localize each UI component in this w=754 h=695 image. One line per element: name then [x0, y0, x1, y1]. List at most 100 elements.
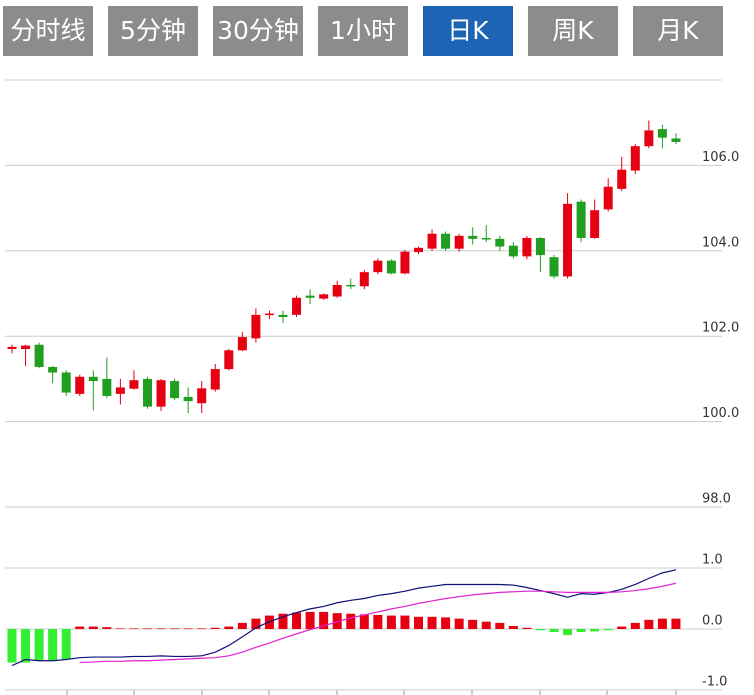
y-tick-label: 106.0: [702, 150, 739, 165]
candle-body: [630, 146, 640, 171]
macd-bar: [278, 613, 288, 629]
candle-body: [34, 344, 44, 367]
macd-bar: [576, 629, 586, 633]
macd-bar: [237, 622, 247, 629]
macd-bar: [522, 627, 532, 629]
candle-body: [48, 366, 58, 373]
macd-bar: [590, 629, 600, 632]
candle-body: [617, 169, 627, 189]
macd-bar: [102, 627, 112, 629]
macd-bar: [88, 626, 98, 629]
macd-bar: [671, 618, 681, 629]
y-tick-label: 104.0: [702, 235, 739, 250]
candle-body: [441, 233, 451, 249]
candle-body: [359, 272, 369, 287]
macd-bar: [129, 628, 139, 629]
candle-body: [427, 233, 437, 249]
macd-bar: [210, 627, 220, 629]
candle-body: [88, 376, 98, 382]
period-tab[interactable]: 周K: [528, 6, 618, 56]
candle-body: [210, 369, 220, 390]
candle-body: [414, 247, 423, 253]
y-tick-label: 102.0: [702, 321, 739, 336]
candle-body: [224, 350, 234, 370]
macd-bar: [563, 629, 573, 636]
macd-bar: [34, 629, 44, 661]
macd-bar: [400, 615, 410, 629]
x-axis-ticks: [66, 690, 677, 695]
macd-bar: [657, 618, 667, 629]
y-tick-label: -1.0: [702, 675, 727, 690]
candle-body: [197, 388, 207, 404]
period-tab[interactable]: 30分钟: [213, 6, 303, 56]
candle-body: [319, 294, 329, 299]
period-tab[interactable]: 5分钟: [108, 6, 198, 56]
macd-bar: [427, 616, 437, 629]
candle-body: [7, 346, 17, 350]
candle-body: [305, 295, 315, 298]
macd-bar: [495, 622, 505, 629]
candle-body: [115, 387, 125, 394]
macd-bar: [386, 615, 396, 629]
candle-body: [563, 203, 573, 277]
macd-bar: [373, 614, 383, 629]
period-tab[interactable]: 日K: [423, 6, 513, 56]
candle-body: [468, 235, 478, 239]
candle-body: [332, 284, 342, 297]
candle-body: [143, 378, 152, 407]
y-tick-label: 0.0: [702, 614, 723, 629]
candle-body: [156, 380, 166, 407]
candle-body: [603, 186, 613, 210]
y-tick-label: 100.0: [702, 406, 739, 421]
candle-body: [481, 237, 491, 240]
macd-bar: [359, 614, 369, 629]
macd-bar: [346, 613, 356, 629]
period-tab[interactable]: 分时线: [3, 6, 93, 56]
period-tabs: 分时线 5分钟 30分钟 1小时 日K 周K 月K: [0, 0, 754, 60]
candle-body: [495, 238, 505, 247]
candle-body: [237, 337, 247, 351]
candle-body: [576, 201, 586, 238]
macd-bar: [481, 621, 491, 629]
candle-body: [590, 210, 600, 238]
macd-bar: [197, 628, 207, 629]
candle-body: [75, 376, 85, 394]
candle-body: [671, 138, 681, 142]
macd-bar: [319, 611, 329, 629]
y-tick-label: 98.0: [702, 492, 731, 507]
macd-bar: [305, 611, 315, 629]
candle-body: [549, 257, 559, 277]
candle-body: [61, 372, 71, 393]
period-tab[interactable]: 1小时: [318, 6, 408, 56]
candle-body: [535, 237, 545, 256]
macd-line: [11, 569, 677, 667]
macd-bar: [61, 629, 71, 660]
y-tick-label: 1.0: [702, 553, 723, 568]
macd-bar: [75, 626, 85, 629]
candle-body: [292, 297, 302, 315]
macd-bar: [156, 628, 166, 629]
candle-body: [21, 345, 31, 350]
macd-bar: [21, 629, 31, 663]
candle-body: [170, 381, 180, 399]
macd-bar: [508, 625, 518, 629]
candle-body: [386, 260, 396, 274]
macd-bar: [617, 626, 627, 629]
macd-bar: [143, 628, 152, 629]
candle-body: [346, 284, 356, 287]
macd-bar: [170, 628, 180, 629]
macd-bar: [644, 619, 654, 629]
candle-body: [508, 245, 518, 257]
candle-body: [251, 314, 261, 339]
macd-bar: [549, 629, 559, 633]
macd-bar: [7, 629, 17, 663]
macd-bar: [468, 619, 478, 629]
candle-body: [373, 260, 383, 273]
macd-bar: [224, 626, 234, 629]
macd-bar: [630, 622, 640, 629]
macd-bar: [441, 617, 451, 629]
macd-bar: [48, 629, 58, 661]
period-tab[interactable]: 月K: [633, 6, 723, 56]
